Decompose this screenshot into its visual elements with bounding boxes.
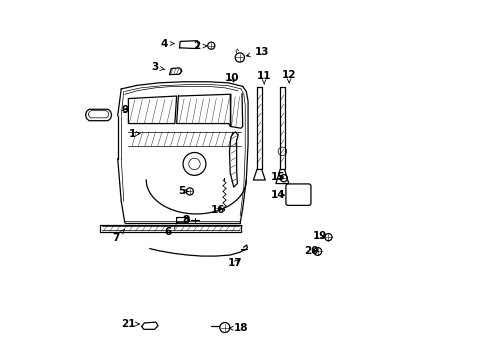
Text: 5: 5 bbox=[178, 186, 188, 197]
Text: 4: 4 bbox=[160, 39, 174, 49]
Text: 12: 12 bbox=[281, 69, 296, 83]
Text: 10: 10 bbox=[224, 73, 239, 83]
Text: 6: 6 bbox=[164, 225, 176, 237]
Text: 20: 20 bbox=[304, 246, 318, 256]
Text: 16: 16 bbox=[210, 205, 224, 215]
Text: 19: 19 bbox=[312, 231, 326, 242]
Text: 17: 17 bbox=[228, 258, 243, 268]
Text: 7: 7 bbox=[112, 230, 124, 243]
Text: 15: 15 bbox=[271, 172, 285, 182]
Text: 13: 13 bbox=[246, 47, 268, 57]
FancyBboxPatch shape bbox=[285, 184, 310, 205]
Text: 21: 21 bbox=[121, 319, 139, 329]
Text: 18: 18 bbox=[229, 323, 248, 333]
Text: 9: 9 bbox=[121, 105, 128, 115]
Text: 14: 14 bbox=[270, 190, 285, 200]
Text: 11: 11 bbox=[256, 71, 271, 84]
Text: 2: 2 bbox=[192, 41, 206, 51]
Text: 3: 3 bbox=[151, 63, 164, 72]
Text: 8: 8 bbox=[182, 215, 190, 225]
Text: 1: 1 bbox=[128, 129, 140, 139]
